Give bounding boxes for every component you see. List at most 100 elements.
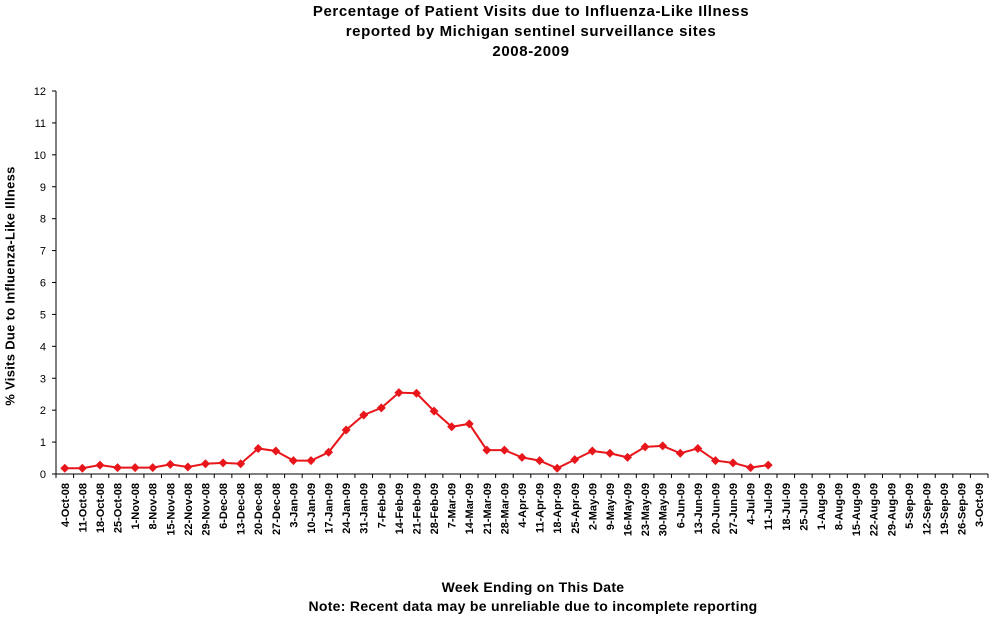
- chart-title-line-2: reported by Michigan sentinel surveillan…: [345, 23, 717, 40]
- chart-title-line-3: 2008-2009: [492, 43, 570, 60]
- y-tick-label: 12: [34, 86, 46, 98]
- x-tick-label: 3-Oct-09: [974, 483, 986, 527]
- x-tick-label: 6-Jun-09: [675, 483, 687, 528]
- data-point-marker: [77, 463, 87, 473]
- y-tick-label: 9: [40, 182, 46, 194]
- x-tick-label: 10-Jan-09: [306, 483, 318, 534]
- data-point-marker: [148, 463, 158, 473]
- x-tick-label: 18-Jul-09: [781, 483, 793, 531]
- data-point-marker: [376, 403, 386, 413]
- data-point-marker: [517, 452, 527, 462]
- x-tick-label: 18-Apr-09: [552, 483, 564, 534]
- data-point-marker: [570, 455, 580, 465]
- x-tick-label: 25-Oct-08: [113, 483, 125, 533]
- x-tick-label: 1-Aug-09: [816, 483, 828, 530]
- x-tick-label: 5-Sep-09: [904, 483, 916, 529]
- x-tick-label: 7-Feb-09: [376, 483, 388, 528]
- data-point-marker: [552, 463, 562, 473]
- data-point-marker: [429, 406, 439, 416]
- x-tick-label: 11-Jul-09: [763, 483, 775, 530]
- data-point-marker: [675, 448, 685, 458]
- x-tick-label: 21-Feb-09: [411, 483, 423, 534]
- series-line: [64, 391, 769, 470]
- chart-title: Percentage of Patient Visits due to Infl…: [0, 2, 992, 62]
- data-point-marker: [411, 388, 421, 398]
- y-tick-label: 10: [34, 150, 46, 162]
- y-tick-label: 1: [40, 437, 46, 449]
- x-tick-label: 15-Nov-08: [165, 483, 177, 536]
- data-point-marker: [499, 445, 509, 455]
- data-point-marker: [218, 458, 228, 468]
- x-tick-label: 1-Nov-08: [130, 483, 142, 529]
- data-point-marker: [464, 419, 474, 429]
- x-tick-label: 4-Oct-08: [60, 483, 72, 527]
- data-point-marker: [763, 460, 773, 470]
- y-tick-label: 4: [40, 341, 46, 353]
- chart-title-line-1: Percentage of Patient Visits due to Infl…: [312, 3, 750, 20]
- x-tick-label: 25-Jul-09: [798, 483, 810, 531]
- x-tick-label: 8-Aug-09: [834, 483, 846, 530]
- x-tick-label: 3-Jan-09: [288, 483, 300, 528]
- x-tick-label: 28-Feb-09: [429, 483, 441, 534]
- x-tick-label: 14-Feb-09: [394, 483, 406, 534]
- axes: [55, 91, 988, 475]
- x-axis-label: Week Ending on This Date: [441, 579, 625, 595]
- x-tick-label: 2-May-09: [587, 483, 599, 530]
- data-point-marker: [693, 443, 703, 453]
- data-point-marker: [447, 422, 457, 432]
- data-point-marker: [341, 425, 351, 435]
- y-tick-label: 5: [40, 309, 46, 321]
- series-layer: [60, 388, 773, 473]
- x-tick-label: 13-Jun-09: [693, 483, 705, 534]
- y-tick-label: 2: [40, 405, 46, 417]
- data-point-marker: [253, 443, 263, 453]
- x-tick-label: 9-May-09: [605, 483, 617, 530]
- data-point-marker: [640, 442, 650, 452]
- data-point-marker: [288, 456, 298, 466]
- data-point-marker: [535, 456, 545, 466]
- x-tick-label: 20-Jun-09: [710, 483, 722, 534]
- x-tick-label: 27-Jun-09: [728, 483, 740, 534]
- data-point-marker: [113, 463, 123, 473]
- data-point-marker: [605, 448, 615, 458]
- data-point-marker: [130, 463, 140, 473]
- x-tick-label: 31-Jan-09: [359, 483, 371, 534]
- data-point-marker: [394, 388, 404, 398]
- y-tick-label: 7: [40, 246, 46, 258]
- x-tick-label: 23-May-09: [640, 483, 652, 536]
- x-tick-label: 4-Apr-09: [517, 483, 529, 528]
- data-point-marker: [746, 463, 756, 473]
- x-tick-label: 22-Nov-08: [183, 483, 195, 536]
- x-tick-label: 26-Sep-09: [957, 483, 969, 535]
- data-point-marker: [236, 459, 246, 469]
- x-tick-label: 28-Mar-09: [499, 483, 511, 534]
- x-tick-label: 22-Aug-09: [869, 483, 881, 536]
- data-point-marker: [200, 459, 210, 469]
- y-tick-label: 6: [40, 278, 46, 290]
- x-tick-label: 21-Mar-09: [482, 483, 494, 534]
- data-point-marker: [95, 460, 105, 470]
- data-point-marker: [623, 452, 633, 462]
- x-tick-label: 11-Oct-08: [77, 483, 89, 533]
- x-tick-label: 14-Mar-09: [464, 483, 476, 534]
- x-tick-label: 8-Nov-08: [148, 483, 160, 529]
- x-tick-label: 19-Sep-09: [939, 483, 951, 535]
- data-point-marker: [587, 446, 597, 456]
- x-tick-label: 18-Oct-08: [95, 483, 107, 533]
- data-point-marker: [359, 410, 369, 420]
- x-ticks: 4-Oct-08 11-Oct-08 18-Oct-08 25-Oct-08 1-Nov…: [55, 474, 989, 536]
- data-point-marker: [710, 456, 720, 466]
- data-point-marker: [306, 456, 316, 466]
- x-tick-label: 12-Sep-09: [921, 483, 933, 535]
- x-tick-label: 30-May-09: [658, 483, 670, 536]
- y-tick-label: 3: [40, 373, 46, 385]
- data-point-marker: [728, 458, 738, 468]
- data-point-marker: [60, 463, 70, 473]
- x-tick-label: 15-Aug-09: [851, 483, 863, 536]
- y-tick-label: 8: [40, 214, 46, 226]
- x-tick-label: 6-Dec-08: [218, 483, 230, 529]
- x-tick-label: 24-Jan-09: [341, 483, 353, 534]
- data-point-marker: [482, 445, 492, 455]
